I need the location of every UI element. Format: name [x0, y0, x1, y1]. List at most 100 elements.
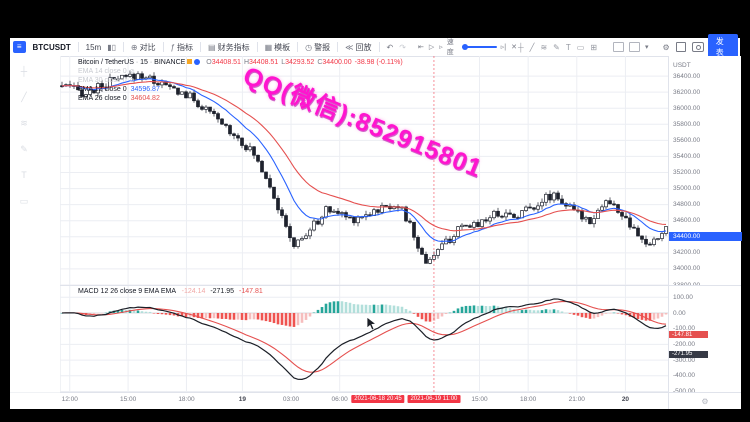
publish-button[interactable]: 发表	[707, 34, 738, 60]
ohlc-label: C	[317, 59, 323, 66]
menu-icon[interactable]: ≡	[13, 41, 26, 53]
pattern-icon[interactable]: ▭	[576, 42, 585, 52]
compare-label: 对比	[139, 42, 156, 52]
alert-icon: ◷	[305, 42, 313, 52]
ema-label: EMA 12 close 0	[78, 86, 127, 93]
templates-icon: ▦	[264, 42, 273, 52]
price-axis-tick: 35800.00	[673, 120, 701, 128]
replay-to-end-icon[interactable]: ▹|	[500, 44, 507, 51]
drawing-tools-group: ┼ ╱ ≋ ✎ T ▭ ⊞	[518, 43, 597, 52]
trend-line-icon[interactable]: ╱	[529, 42, 535, 52]
price-axis-tick: 35400.00	[673, 152, 701, 160]
replay-play-icon[interactable]: ▷	[428, 44, 435, 51]
ohlc-value: 34408.51	[249, 59, 279, 66]
ohlc-label: H	[243, 59, 250, 66]
text-icon[interactable]: T	[565, 42, 571, 52]
mouse-cursor	[366, 316, 378, 331]
redo-icon: ↷	[399, 42, 406, 52]
replay-label: 回放	[355, 42, 372, 52]
price-axis-tick: 35200.00	[673, 169, 701, 176]
replay-close-icon[interactable]: ✕	[511, 44, 517, 51]
text-tool-icon[interactable]: T	[21, 170, 27, 180]
ema-legend-row[interactable]: EMA 12 close 0 34596.87	[78, 85, 403, 94]
fullscreen-icon[interactable]	[675, 42, 686, 52]
bottom-left-corner	[10, 392, 60, 409]
price-pane[interactable]	[60, 56, 668, 285]
eye-hidden-icon[interactable]: ⊘	[129, 69, 135, 75]
snapshot-camera-icon[interactable]	[691, 42, 704, 52]
toolbar-item-compare[interactable]: ⊕ 对比	[128, 42, 159, 53]
toolbar-item-financials[interactable]: ▤ 财务指标	[205, 42, 253, 53]
ema-value: 34604.82	[130, 95, 160, 102]
interval-button[interactable]: 15m	[85, 42, 102, 52]
ema-legend-row[interactable]: EMA 30 close 0 ⊘	[78, 76, 403, 85]
ohlc-value: 34408.51	[211, 59, 241, 66]
replay-speed-slider[interactable]	[461, 44, 497, 50]
macd-pane[interactable]	[60, 285, 668, 393]
redo-button[interactable]: ↷	[396, 43, 409, 52]
shape-tool-icon[interactable]: ▭	[19, 196, 29, 206]
measure-icon[interactable]: ⊞	[590, 42, 598, 52]
price-axis-tick: 34600.00	[673, 217, 701, 225]
replay-jump-icon[interactable]: ⇤	[417, 44, 424, 51]
ohlc-label: L	[281, 59, 286, 66]
time-axis-label: 20	[621, 396, 630, 403]
macd-signal-tag: -147.81	[669, 331, 708, 339]
axis-settings-gear-icon[interactable]: ⚙	[701, 396, 709, 406]
layout-panel-icon[interactable]	[613, 42, 625, 52]
toolbar-item-templates[interactable]: ▦ 模板	[262, 42, 294, 53]
top-toolbar: ≡ BTCUSDT 15m ▮▯ ⊕ 对比 ƒ 指标 ▤ 财务指标 ▦ 模板 ◷ 警报 ≪ 回放 ↶ …	[10, 34, 740, 60]
settings-gear-icon[interactable]: ⚙	[662, 42, 670, 52]
indicators-label: 指标	[177, 42, 194, 52]
macd-axis-tick: 100.00	[673, 293, 693, 301]
chart-type-candles-icon[interactable]: ▮▯	[107, 42, 116, 52]
symbol-button[interactable]: BTCUSDT	[32, 42, 71, 52]
toolbar-item-alert[interactable]: ◷ 警报	[302, 42, 333, 53]
ema-legend-row[interactable]: EMA 14 close 0 ⊘	[78, 67, 403, 76]
change-value: -38.98 (-0.11%)	[354, 59, 403, 66]
time-axis[interactable]: 12:00 15:00 18:00 19 03:00 06:00 15:00 18:00 21:…	[60, 392, 668, 409]
legend-symbol-title: Bitcoin / TetherUS	[78, 59, 134, 66]
price-axis-tick: 36200.00	[673, 88, 701, 96]
price-axis-unit: USDT	[673, 62, 691, 69]
macd-axis-tick: -100.00	[673, 325, 696, 333]
fib-retracement-icon[interactable]: ≋	[540, 42, 548, 52]
time-axis-label: 12:00	[61, 396, 78, 403]
replay-step-icon[interactable]: ▹	[439, 44, 443, 51]
time-axis-corner: ⚙	[668, 392, 741, 409]
price-legend: Bitcoin / TetherUS · 15 · BINANCE O34408.…	[78, 58, 403, 103]
macd-axis-tick: -400.00	[673, 372, 696, 380]
chart-application	[10, 38, 740, 408]
eye-hidden-icon[interactable]: ⊘	[129, 78, 135, 84]
macd-legend-row[interactable]: MACD 12 26 close 9 EMA EMA -124.14 -271.…	[78, 287, 263, 296]
crosshair-icon[interactable]: ┼	[517, 42, 524, 52]
ema-legend-rows: EMA 14 close 0 ⊘ EMA 30 close 0 ⊘ EMA 12 clo…	[78, 67, 403, 103]
ema-value: 34596.87	[130, 86, 160, 93]
toolbar-item-replay[interactable]: ≪ 回放	[342, 42, 374, 53]
layout-caret-icon[interactable]: ▾	[645, 44, 649, 51]
toolbar-divider	[297, 42, 299, 52]
symbol-legend-row[interactable]: Bitcoin / TetherUS · 15 · BINANCE O34408.…	[78, 59, 403, 66]
toolbar-divider	[123, 42, 124, 52]
macd-legend-label: MACD 12 26 close 9 EMA EMA	[78, 288, 176, 295]
cursor-tool-icon[interactable]: ┼	[20, 66, 28, 76]
layout-grid-icon[interactable]	[629, 42, 641, 52]
left-drawing-toolbar[interactable]: ┼ ╱ ≋ ✎ T ▭	[10, 56, 61, 392]
toolbar-item-indicators[interactable]: ƒ 指标	[168, 42, 196, 53]
fib-tool-icon[interactable]: ≋	[20, 118, 28, 128]
macd-axis-tick: 0.00	[673, 309, 686, 317]
macd-axis-tick: -500.00	[673, 388, 737, 395]
line-tool-icon[interactable]: ╱	[21, 92, 27, 102]
time-axis-label: 15:00	[471, 396, 488, 403]
ema-legend-row[interactable]: EMA 26 close 0 34604.82	[78, 94, 403, 103]
replay-speed-label: 速度	[446, 39, 454, 56]
toolbar-menu-items: ⊕ 对比 ƒ 指标 ▤ 财务指标 ▦ 模板 ◷ 警报 ≪ 回放	[128, 42, 384, 53]
brush-tool-icon[interactable]: ✎	[20, 144, 28, 154]
replay-speed-handle[interactable]	[461, 44, 468, 50]
brush-icon[interactable]: ✎	[553, 42, 560, 52]
undo-button[interactable]: ↶	[384, 43, 397, 52]
ohlc-value: 34293.52	[285, 59, 315, 66]
macd-value-axis[interactable]: 100.00 0.00 -100.00 -200.00 -300.00 -400.00 -5…	[668, 285, 741, 395]
price-axis[interactable]: USDT 36400.00 36200.00 36000.00 35800.00 3560…	[668, 56, 741, 289]
